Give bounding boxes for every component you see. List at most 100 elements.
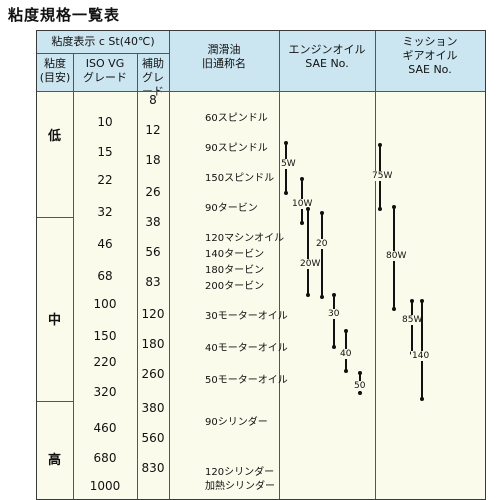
lubricant-label: 140タービン — [205, 249, 265, 260]
engine-sae-label: 20 — [315, 239, 329, 249]
engine-range-start-dot — [306, 207, 310, 211]
lubricant-label: 200タービン — [205, 281, 265, 292]
gear-header-3: SAE No. — [408, 63, 452, 76]
gear-sae-label: 85W — [401, 315, 424, 325]
viscosity-header: 粘度表示 c St(40℃) — [51, 35, 155, 48]
aux-grade-cell: 8 — [149, 93, 157, 107]
grade-header-1: 粘度 — [44, 57, 66, 70]
lubricant-label: 120シリンダー — [205, 467, 275, 478]
engine-range-end-dot — [320, 295, 324, 299]
engine-sae-label: 50 — [353, 381, 367, 391]
engine-range-end-dot — [284, 191, 288, 195]
gear-range-end-dot — [420, 397, 424, 401]
engine-sae-label: 40 — [339, 349, 353, 359]
header-bottom-line — [37, 91, 485, 92]
table-header: 粘度表示 c St(40℃) 粘度 (目安) ISO VG グレード 補助 グレ… — [37, 31, 485, 98]
aux-grade-cell: 560 — [141, 431, 165, 445]
lubricant-label: 120マシンオイル — [205, 233, 285, 244]
aux-grade-cell: 83 — [145, 275, 161, 289]
iso-vg-cell: 1000 — [89, 479, 121, 493]
engine-range-start-dot — [300, 177, 304, 181]
aux-grade-cell: 38 — [145, 215, 161, 229]
iso-vg-cell: 220 — [93, 355, 117, 369]
col-divider-5 — [375, 31, 376, 499]
engine-range-bar — [333, 295, 335, 347]
col-divider-1 — [73, 53, 74, 499]
engine-range-start-dot — [320, 211, 324, 215]
gear-range-bar — [421, 301, 423, 399]
engine-range-bar — [307, 209, 309, 295]
level-2: 高 — [48, 453, 62, 468]
col-divider-3 — [169, 31, 170, 499]
iso-vg-cell: 150 — [93, 329, 117, 343]
engine-sae-label: 20W — [299, 259, 322, 269]
gear-range-start-dot — [420, 299, 424, 303]
gear-range-start-dot — [392, 205, 396, 209]
lubricant-label: 40モーターオイル — [205, 343, 288, 354]
engine-range-start-dot — [358, 371, 362, 375]
engine-range-end-dot — [344, 369, 348, 373]
level-0: 低 — [48, 129, 62, 144]
aux-grade-cell: 180 — [141, 337, 165, 351]
grade-header-2: (目安) — [39, 71, 71, 84]
engine-sae-label: 10W — [291, 199, 314, 209]
aux-grade-cell: 380 — [141, 401, 165, 415]
iso-vg-cell: 46 — [97, 237, 113, 251]
lubricant-label: 30モーターオイル — [205, 311, 288, 322]
aux-grade-cell: 120 — [141, 307, 165, 321]
engine-sae-label: 30 — [327, 309, 341, 319]
viscosity-table: 粘度表示 c St(40℃) 粘度 (目安) ISO VG グレード 補助 グレ… — [36, 30, 486, 500]
aux-header-1: 補助 — [142, 57, 164, 70]
gear-header-2: ギアオイル — [402, 49, 458, 62]
lub-header-2: 旧通称名 — [202, 57, 246, 70]
iso-header-1: ISO VG — [85, 57, 125, 70]
iso-vg-cell: 680 — [93, 451, 117, 465]
engine-range-end-dot — [300, 221, 304, 225]
engine-range-bar — [321, 213, 323, 297]
aux-grade-cell: 56 — [145, 245, 161, 259]
lubricant-label: 90タービン — [205, 203, 258, 214]
header-divider — [37, 53, 169, 54]
gear-sae-label: 75W — [371, 171, 394, 181]
engine-range-start-dot — [284, 141, 288, 145]
engine-range-end-dot — [332, 345, 336, 349]
level-1: 中 — [48, 313, 62, 328]
lub-header-1: 潤滑油 — [207, 43, 241, 56]
aux-grade-cell: 18 — [145, 153, 161, 167]
aux-grade-cell: 26 — [145, 185, 161, 199]
iso-vg-cell: 68 — [97, 269, 113, 283]
level-divider-1 — [37, 217, 73, 218]
engine-range-end-dot — [358, 391, 362, 395]
engine-range-start-dot — [344, 329, 348, 333]
gear-range-start-dot — [378, 143, 382, 147]
page-title: 粘度規格一覧表 — [8, 6, 121, 24]
iso-vg-cell: 32 — [97, 205, 113, 219]
iso-vg-cell: 320 — [93, 385, 117, 399]
engine-header-1: エンジンオイル — [288, 43, 366, 56]
iso-header-2: グレード — [83, 71, 127, 84]
lubricant-label: 180タービン — [205, 265, 265, 276]
gear-range-end-dot — [392, 307, 396, 311]
engine-range-start-dot — [332, 293, 336, 297]
iso-vg-cell: 10 — [97, 115, 113, 129]
lubricant-label: 150スピンドル — [205, 173, 275, 184]
gear-header-1: ミッション — [402, 35, 458, 48]
iso-vg-cell: 15 — [97, 145, 113, 159]
aux-grade-cell: 260 — [141, 367, 165, 381]
gear-range-bar — [411, 301, 413, 353]
col-divider-2 — [137, 53, 138, 499]
aux-grade-cell: 830 — [141, 461, 165, 475]
lubricant-label: 加熱シリンダー — [205, 481, 275, 492]
gear-sae-label: 80W — [385, 251, 408, 261]
iso-vg-cell: 22 — [97, 173, 113, 187]
aux-grade-cell: 12 — [145, 123, 161, 137]
level-divider-2 — [37, 401, 73, 402]
engine-sae-label: 5W — [280, 159, 297, 169]
col-divider-4 — [279, 31, 280, 499]
lubricant-label: 60スピンドル — [205, 113, 268, 124]
iso-vg-cell: 100 — [93, 297, 117, 311]
lubricant-label: 50モーターオイル — [205, 375, 288, 386]
gear-sae-label: 140 — [411, 351, 431, 361]
iso-vg-cell: 460 — [93, 421, 117, 435]
lubricant-label: 90シリンダー — [205, 417, 268, 428]
